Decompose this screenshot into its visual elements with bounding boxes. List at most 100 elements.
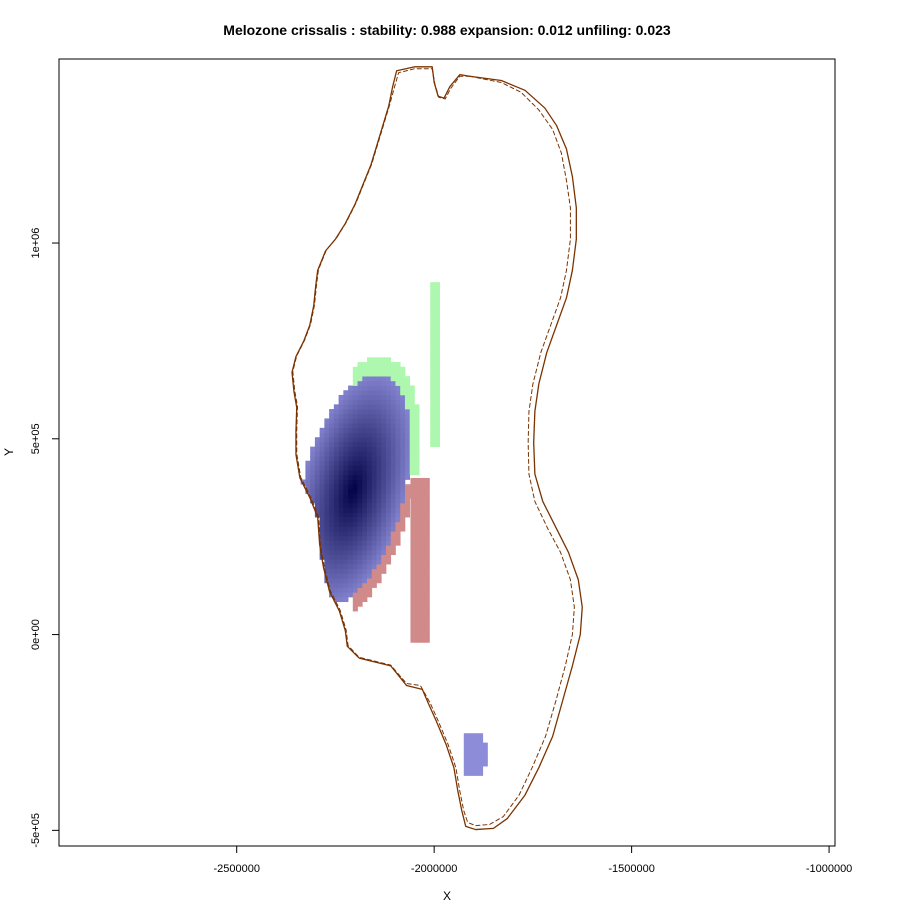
- expansion-cell: [385, 371, 392, 377]
- unfilling-cell: [415, 637, 421, 643]
- unfilling-cell: [410, 628, 416, 634]
- unfilling-cell: [419, 477, 426, 483]
- stability-cell: [390, 432, 396, 438]
- unfilling-cell: [424, 557, 430, 563]
- expansion-cell: [434, 376, 441, 382]
- unfilling-cell: [419, 501, 426, 507]
- stability-cell: [324, 451, 330, 457]
- stability-cell: [482, 761, 488, 767]
- stability-cell: [404, 427, 411, 433]
- stability-cell: [333, 554, 339, 560]
- expansion-cell: [414, 423, 420, 429]
- stability-cell: [478, 742, 484, 748]
- stability-cell: [367, 568, 373, 574]
- stability-cell: [371, 376, 377, 382]
- stability-cell: [343, 531, 349, 537]
- stability-cell: [376, 507, 382, 513]
- y-tick-label: 0e+00: [30, 619, 42, 650]
- stability-cell: [333, 535, 339, 541]
- expansion-cell: [434, 324, 441, 330]
- stability-cell: [314, 503, 320, 509]
- stability-cell: [319, 441, 325, 447]
- stability-cell: [348, 484, 354, 490]
- stability-cell: [395, 432, 401, 438]
- stability-cell: [371, 460, 377, 466]
- stability-cell: [390, 394, 396, 400]
- stability-cell: [381, 456, 387, 462]
- stability-cell: [362, 554, 368, 560]
- unfilling-cell: [424, 576, 430, 582]
- stability-cell: [324, 526, 330, 532]
- stability-cell: [482, 747, 488, 753]
- stability-cell: [371, 503, 377, 509]
- stability-cell: [352, 521, 358, 527]
- stability-cell: [367, 437, 373, 443]
- stability-cell: [362, 409, 368, 415]
- stability-cell: [348, 488, 354, 494]
- stability-cell: [371, 493, 377, 499]
- stability-cell: [348, 390, 354, 396]
- stability-cell: [376, 456, 382, 462]
- unfilling-cell: [410, 586, 416, 592]
- stability-cell: [395, 465, 401, 471]
- unfilling-cell: [410, 595, 416, 601]
- unfilling-cell: [410, 614, 416, 620]
- stability-cell: [338, 512, 344, 518]
- stability-cell: [362, 456, 368, 462]
- stability-cell: [357, 399, 363, 405]
- stability-cell: [385, 526, 392, 532]
- expansion-cell: [430, 371, 436, 377]
- stability-cell: [385, 531, 392, 537]
- stability-cell: [367, 404, 373, 410]
- unfilling-cell: [381, 568, 387, 574]
- stability-cell: [343, 441, 349, 447]
- expansion-cell: [434, 385, 441, 391]
- expansion-cell: [434, 366, 441, 372]
- stability-cell: [376, 451, 382, 457]
- stability-cell: [385, 399, 392, 405]
- stability-cell: [371, 512, 377, 518]
- stability-cell: [468, 733, 474, 739]
- stability-cell: [319, 545, 325, 551]
- stability-cell: [329, 474, 335, 480]
- stability-cell: [376, 437, 382, 443]
- stability-cell: [367, 409, 373, 415]
- stability-cell: [333, 427, 339, 433]
- unfilling-cell: [410, 590, 416, 596]
- stability-cell: [338, 394, 344, 400]
- expansion-cell: [430, 329, 436, 335]
- stability-cell: [395, 423, 401, 429]
- stability-cell: [473, 742, 479, 748]
- stability-cell: [338, 441, 344, 447]
- unfilling-cell: [410, 501, 416, 507]
- stability-cell: [376, 512, 382, 518]
- stability-cell: [352, 578, 358, 584]
- unfilling-cell: [410, 515, 416, 521]
- unfilling-cell: [410, 506, 416, 512]
- unfilling-cell: [395, 521, 401, 527]
- unfilling-cell: [415, 576, 421, 582]
- stability-cell: [367, 493, 373, 499]
- stability-cell: [390, 526, 396, 532]
- stability-cell: [367, 427, 373, 433]
- stability-cell: [381, 531, 387, 537]
- stability-cell: [385, 493, 392, 499]
- stability-cell: [352, 559, 358, 565]
- stability-cell: [395, 418, 401, 424]
- stability-cell: [333, 587, 339, 593]
- stability-cell: [400, 498, 406, 504]
- stability-cell: [395, 399, 401, 405]
- stability-cell: [352, 470, 358, 476]
- expansion-cell: [395, 380, 401, 386]
- stability-cell: [381, 380, 387, 386]
- stability-cell: [381, 470, 387, 476]
- stability-cell: [385, 423, 392, 429]
- stability-cell: [367, 479, 373, 485]
- stability-cell: [333, 592, 339, 598]
- stability-cell: [338, 427, 344, 433]
- stability-cell: [324, 554, 330, 560]
- stability-cell: [333, 432, 339, 438]
- stability-cell: [352, 437, 358, 443]
- unfilling-cell: [404, 498, 411, 504]
- expansion-cell: [381, 357, 387, 363]
